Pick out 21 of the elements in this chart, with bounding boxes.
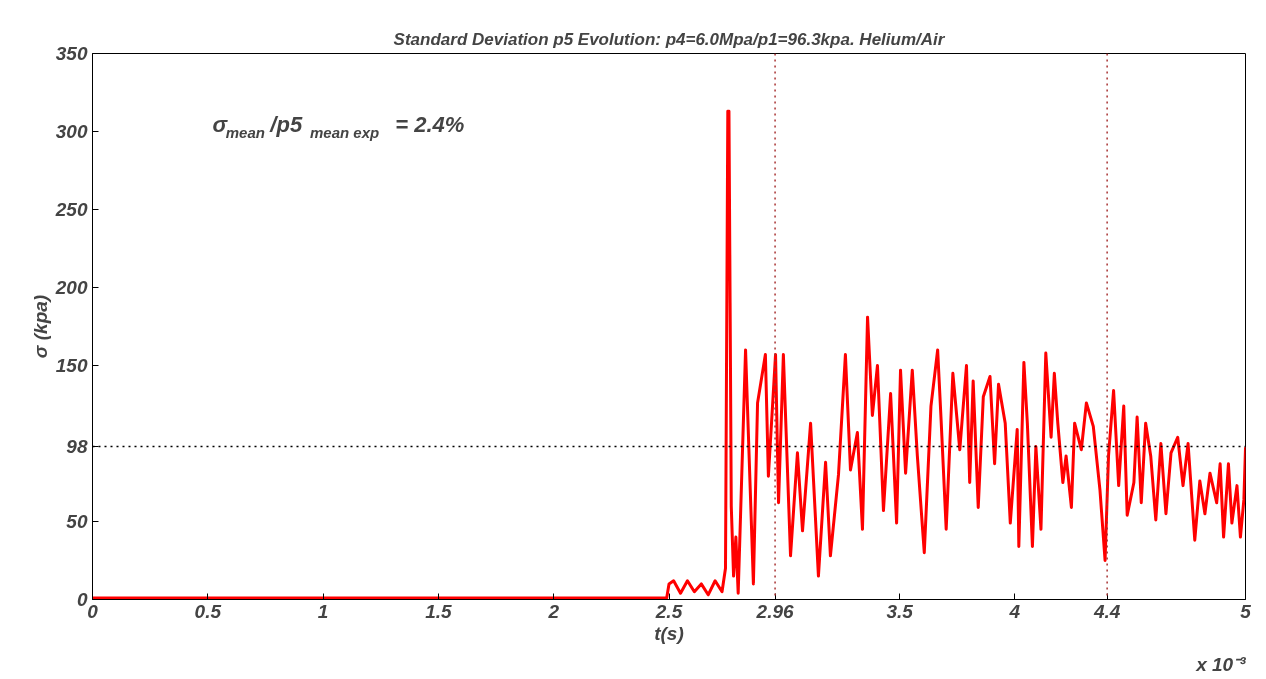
chart-title: Standard Deviation p5 Evolution: p4=6.0Mpa/p1=96.3kpa. Helium/Air	[393, 29, 946, 49]
x-tick-label: 2.5	[654, 600, 683, 622]
text: x 10⁻³	[1195, 653, 1247, 675]
y-tick-label: 300	[55, 121, 88, 142]
y-tick-label: 350	[55, 43, 88, 64]
x-tick-label: 2.96	[755, 600, 794, 622]
x-tick-label: 5	[1240, 600, 1252, 622]
x-tick-label: 3.5	[886, 600, 914, 622]
x-tick-label: 1.5	[425, 600, 453, 622]
x-tick-label: 0.5	[194, 600, 222, 622]
x-tick-label: 4	[1008, 600, 1021, 622]
x-tick-label: 2	[547, 600, 560, 622]
y-tick-label: 98	[66, 436, 88, 458]
y-axis-title: σ (kpa)	[29, 294, 51, 359]
y-tick-label: 200	[54, 277, 88, 298]
y-tick-label: 250	[54, 199, 88, 220]
x-axis-title: t(s)	[654, 622, 684, 644]
y-tick-label: 150	[55, 355, 88, 376]
x-tick-label: 1	[317, 600, 329, 622]
x-tick-label: 4.4	[1092, 600, 1121, 622]
y-tick-label: 50	[66, 511, 88, 532]
